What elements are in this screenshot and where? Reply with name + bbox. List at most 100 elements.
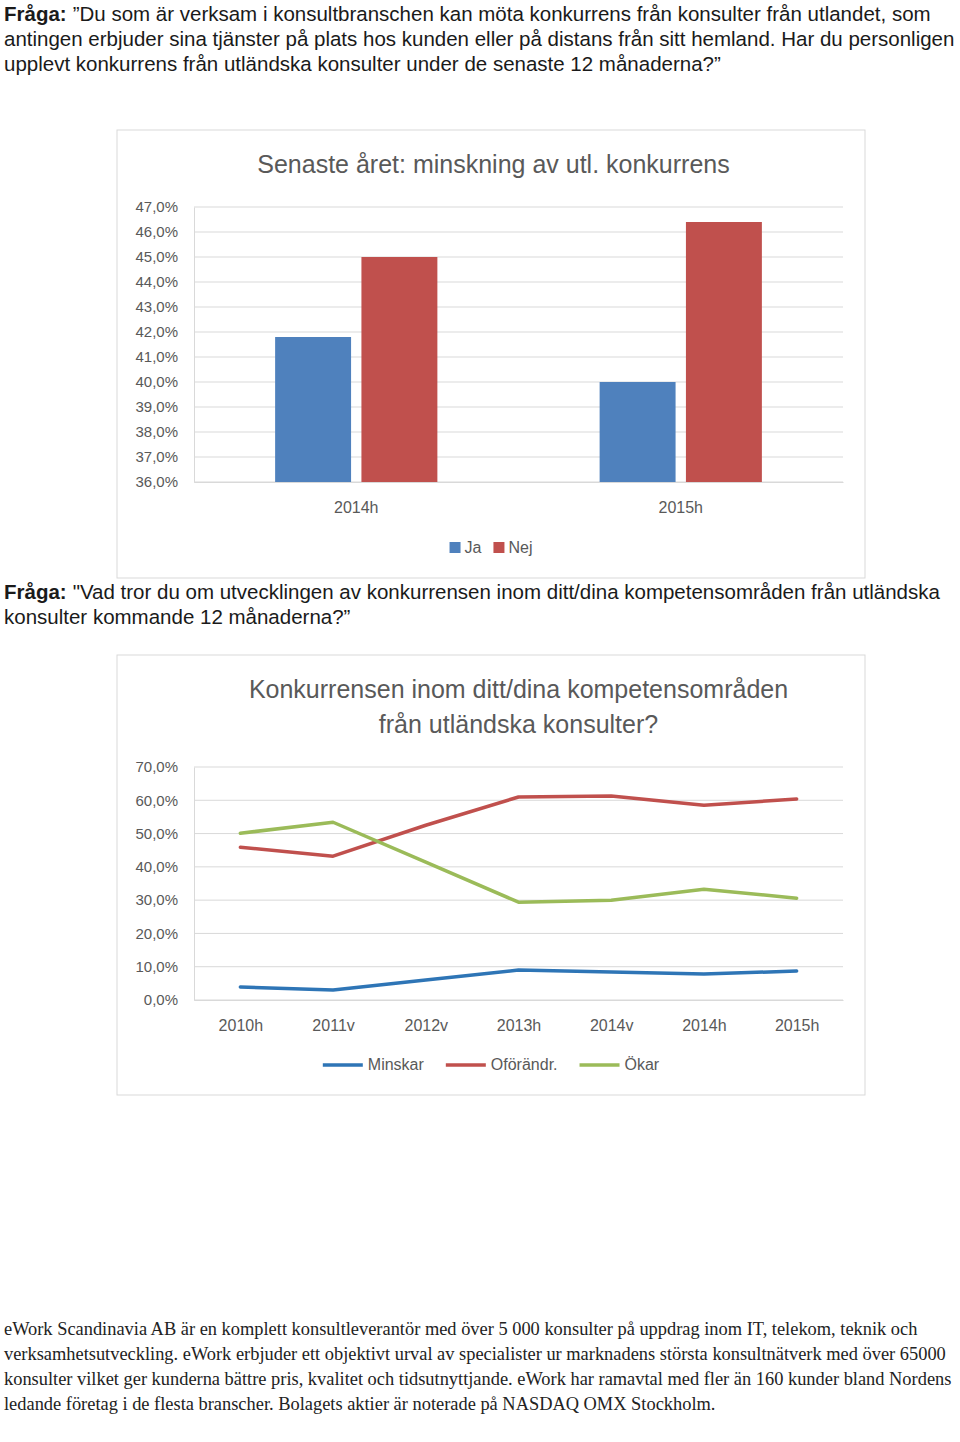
grid	[194, 207, 843, 482]
plot-marks	[240, 796, 796, 990]
chart-title: Senaste året: minskning av utl. konkurre…	[257, 150, 729, 178]
y-tick: 40,0%	[135, 858, 194, 875]
y-tick-label: 47,0%	[135, 198, 178, 215]
legend-swatch	[580, 1063, 620, 1067]
legend-label: Nej	[508, 539, 532, 556]
legend-item: Oförändr.	[446, 1056, 558, 1073]
footer-text: eWork Scandinavia AB är en komplett kons…	[4, 1317, 956, 1417]
bar	[686, 222, 762, 482]
plot-marks	[275, 222, 762, 482]
y-tick-label: 44,0%	[135, 273, 178, 290]
grid-line	[194, 767, 843, 768]
line	[240, 796, 796, 856]
x-tick: 2015h	[775, 1000, 820, 1034]
chart-frame	[117, 130, 865, 578]
y-tick-label: 40,0%	[135, 373, 178, 390]
chart-title: Konkurrensen inom ditt/dina kompetensomr…	[249, 675, 788, 738]
y-tick: 30,0%	[135, 891, 194, 908]
y-tick-label: 43,0%	[135, 298, 178, 315]
x-tick: 2014h	[334, 482, 379, 516]
x-tick-label: 2015h	[659, 499, 704, 516]
y-tick: 46,0%	[135, 223, 194, 240]
y-tick-label: 39,0%	[135, 398, 178, 415]
legend-label: Ökar	[625, 1056, 660, 1073]
legend-item: Minskar	[323, 1056, 425, 1073]
y-tick: 41,0%	[135, 348, 194, 365]
x-tick: 2014v	[590, 1000, 634, 1034]
x-tick-label: 2011v	[312, 1017, 354, 1034]
y-tick: 0,0%	[144, 991, 194, 1008]
x-tick-label: 2014h	[682, 1017, 727, 1034]
legend-item: Nej	[493, 539, 532, 556]
grid	[194, 767, 843, 1000]
legend: Minskar Oförändr. Ökar	[323, 1056, 660, 1073]
y-tick: 50,0%	[135, 825, 194, 842]
chart: Konkurrensen inom ditt/dina kompetensomr…	[117, 655, 865, 1095]
y-tick-label: 38,0%	[135, 423, 178, 440]
x-tick-label: 2012v	[404, 1017, 448, 1034]
question-2: Fråga:"Vad tror du om utvecklingen av ko…	[4, 579, 956, 629]
grid-line	[194, 800, 843, 801]
charts-canvas: Senaste året: minskning av utl. konkurre…	[0, 0, 960, 1442]
y-tick: 38,0%	[135, 423, 194, 440]
grid-line	[194, 866, 843, 867]
y-tick: 47,0%	[135, 198, 194, 215]
chart: Senaste året: minskning av utl. konkurre…	[117, 130, 865, 578]
line	[240, 822, 796, 902]
x-tick-label: 2015h	[775, 1017, 820, 1034]
chart-frame	[117, 655, 865, 1095]
y-tick-label: 40,0%	[135, 858, 178, 875]
y-tick: 40,0%	[135, 373, 194, 390]
x-tick: 2011v	[312, 1000, 354, 1034]
legend: Ja Nej	[450, 539, 533, 556]
question-1: Fråga:”Du som är verksam i konsultbransc…	[4, 1, 956, 76]
x-tick: 2015h	[659, 482, 704, 516]
legend-item: Ökar	[580, 1056, 660, 1073]
y-tick-label: 45,0%	[135, 248, 178, 265]
y-tick-label: 41,0%	[135, 348, 178, 365]
x-axis-line	[195, 1000, 844, 1001]
y-tick-label: 46,0%	[135, 223, 178, 240]
y-tick-label: 0,0%	[144, 991, 178, 1008]
y-axis: 36,0% 37,0% 38,0% 39,0% 40,0% 41,0% 42,0% 43,0%…	[135, 198, 194, 490]
y-tick-label: 70,0%	[135, 758, 178, 775]
grid-line	[194, 833, 843, 834]
x-tick: 2014h	[682, 1000, 727, 1034]
question-label: Fråga:	[4, 2, 67, 25]
bar	[275, 337, 351, 482]
x-tick-label: 2014h	[334, 499, 379, 516]
y-tick: 39,0%	[135, 398, 194, 415]
grid-line	[194, 207, 843, 208]
y-tick: 70,0%	[135, 758, 194, 775]
grid-line	[194, 966, 843, 967]
legend-swatch	[446, 1063, 486, 1067]
x-axis-line	[195, 482, 844, 483]
y-axis-line	[194, 768, 195, 1001]
y-tick: 10,0%	[135, 958, 194, 975]
legend-swatch	[450, 542, 461, 553]
legend-swatch	[493, 542, 504, 553]
x-tick-label: 2014v	[590, 1017, 634, 1034]
y-tick-label: 42,0%	[135, 323, 178, 340]
question-text: "Vad tror du om utvecklingen av konkurre…	[4, 580, 940, 628]
legend-label: Minskar	[368, 1056, 425, 1073]
legend-label: Oförändr.	[491, 1056, 558, 1073]
bar	[361, 257, 437, 482]
grid-line	[194, 1000, 843, 1001]
x-tick-label: 2013h	[497, 1017, 542, 1034]
y-tick-label: 37,0%	[135, 448, 178, 465]
y-tick: 37,0%	[135, 448, 194, 465]
x-tick: 2013h	[497, 1000, 542, 1034]
question-label: Fråga:	[4, 580, 67, 603]
x-axis: 2010h 2011v 2012v 2013h 2014v 2014h 2015h	[195, 1000, 844, 1034]
x-tick: 2010h	[219, 1000, 264, 1034]
legend-item: Ja	[450, 539, 482, 556]
y-axis: 0,0% 10,0% 20,0% 30,0% 40,0% 50,0% 60,0% 70,0%	[135, 758, 194, 1008]
y-tick: 60,0%	[135, 792, 194, 809]
y-tick-label: 20,0%	[135, 925, 178, 942]
grid-line	[194, 933, 843, 934]
bar	[600, 382, 676, 482]
x-axis: 2014h 2015h	[195, 482, 844, 516]
y-tick-label: 30,0%	[135, 891, 178, 908]
y-tick: 36,0%	[135, 473, 194, 490]
